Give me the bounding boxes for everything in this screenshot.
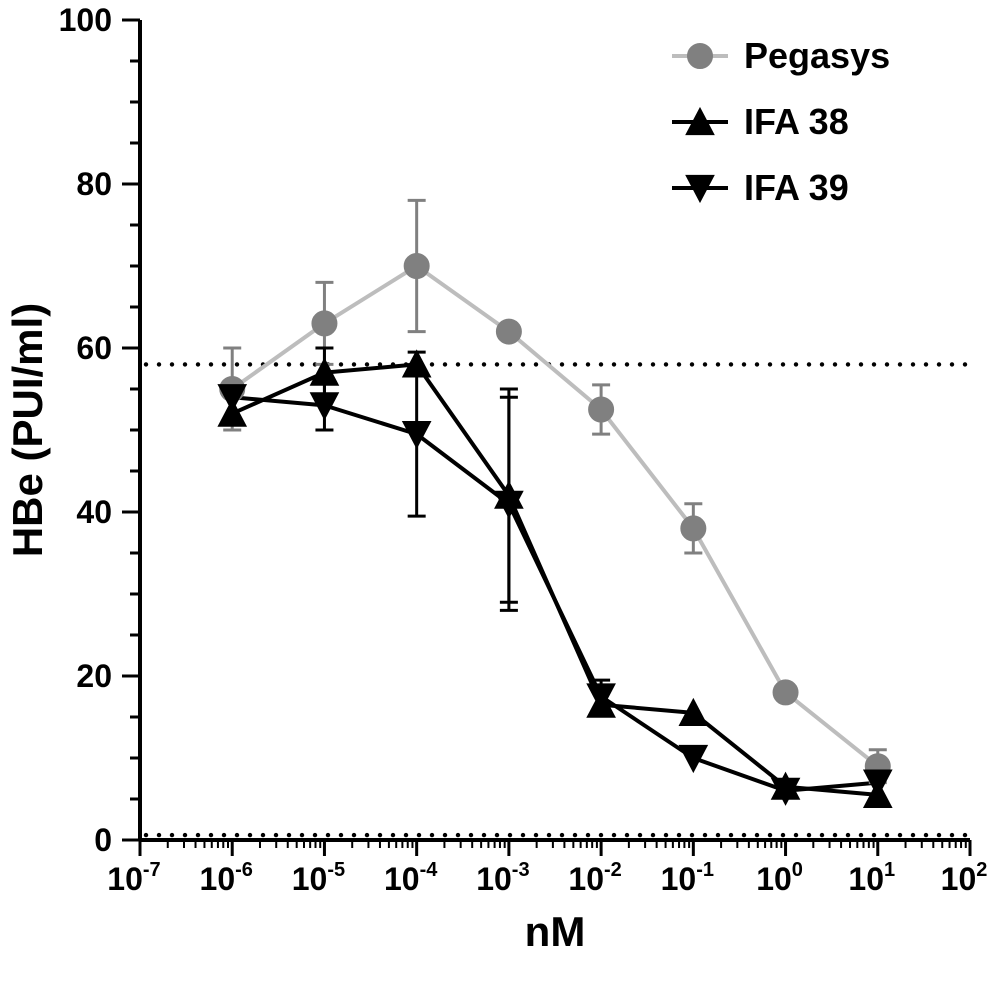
y-tick-label: 80: [76, 166, 112, 202]
y-tick-label: 20: [76, 658, 112, 694]
y-tick-label: 60: [76, 330, 112, 366]
dose-response-chart: 020406080100HBe (PUI/ml)10-710-610-510-4…: [0, 0, 1000, 999]
y-tick-label: 0: [94, 822, 112, 858]
y-tick-label: 40: [76, 494, 112, 530]
x-axis-title: nM: [525, 908, 586, 955]
y-axis-title: HBe (PUI/ml): [4, 303, 51, 557]
legend-label-pegasys: Pegasys: [744, 35, 890, 76]
legend-label-ifa38: IFA 38: [744, 101, 849, 142]
legend-label-ifa39: IFA 39: [744, 167, 849, 208]
y-tick-label: 100: [59, 2, 112, 38]
